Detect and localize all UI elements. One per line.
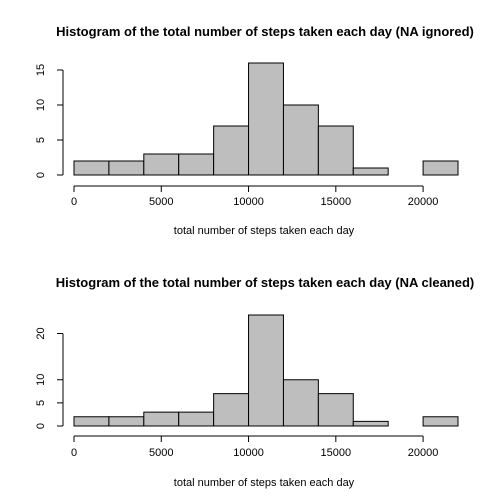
y-tick-label: 0: [35, 172, 47, 178]
y-tick-label: 20: [35, 327, 47, 339]
chart-title: Histogram of the total number of steps t…: [56, 275, 475, 290]
x-tick-label: 20000: [408, 447, 439, 459]
x-axis-label: total number of steps taken each day: [174, 225, 355, 237]
histogram-bar: [213, 393, 250, 427]
y-tick-label: 10: [35, 374, 47, 386]
y-tick-label: 5: [35, 137, 47, 143]
histogram-bar: [143, 153, 180, 176]
y-tick-label: 15: [35, 64, 47, 76]
histogram-bar: [143, 411, 180, 427]
histogram-bar: [422, 160, 459, 176]
y-tick-label: 0: [35, 423, 47, 429]
histogram-bar: [317, 125, 354, 176]
histogram-bar: [108, 160, 145, 176]
x-axis-label: total number of steps taken each day: [174, 477, 355, 489]
x-tick-label: 20000: [408, 196, 439, 208]
histogram-bar: [73, 160, 110, 176]
x-tick-label: 0: [71, 447, 77, 459]
x-tick-label: 10000: [233, 447, 264, 459]
x-tick-label: 10000: [233, 196, 264, 208]
y-tick-label: 10: [35, 99, 47, 111]
histogram-bar: [282, 104, 319, 176]
x-tick-label: 5000: [149, 447, 173, 459]
histogram-bar: [352, 420, 389, 427]
histogram-bar: [178, 153, 215, 176]
histogram-bar: [248, 314, 284, 427]
x-tick-label: 15000: [321, 196, 352, 208]
histogram-bar: [282, 379, 319, 427]
x-tick-label: 15000: [321, 447, 352, 459]
histogram-bar: [178, 411, 215, 427]
histogram-bar: [213, 125, 250, 176]
histogram-bar: [248, 62, 284, 176]
x-tick-label: 0: [71, 196, 77, 208]
y-tick-label: 5: [35, 400, 47, 406]
histogram-bar: [108, 416, 145, 427]
histogram-bar: [422, 416, 459, 427]
chart-title: Histogram of the total number of steps t…: [56, 24, 474, 39]
histogram-bar: [73, 416, 110, 427]
histogram-bar: [352, 167, 389, 176]
x-tick-label: 5000: [149, 196, 173, 208]
histogram-bar: [317, 393, 354, 427]
